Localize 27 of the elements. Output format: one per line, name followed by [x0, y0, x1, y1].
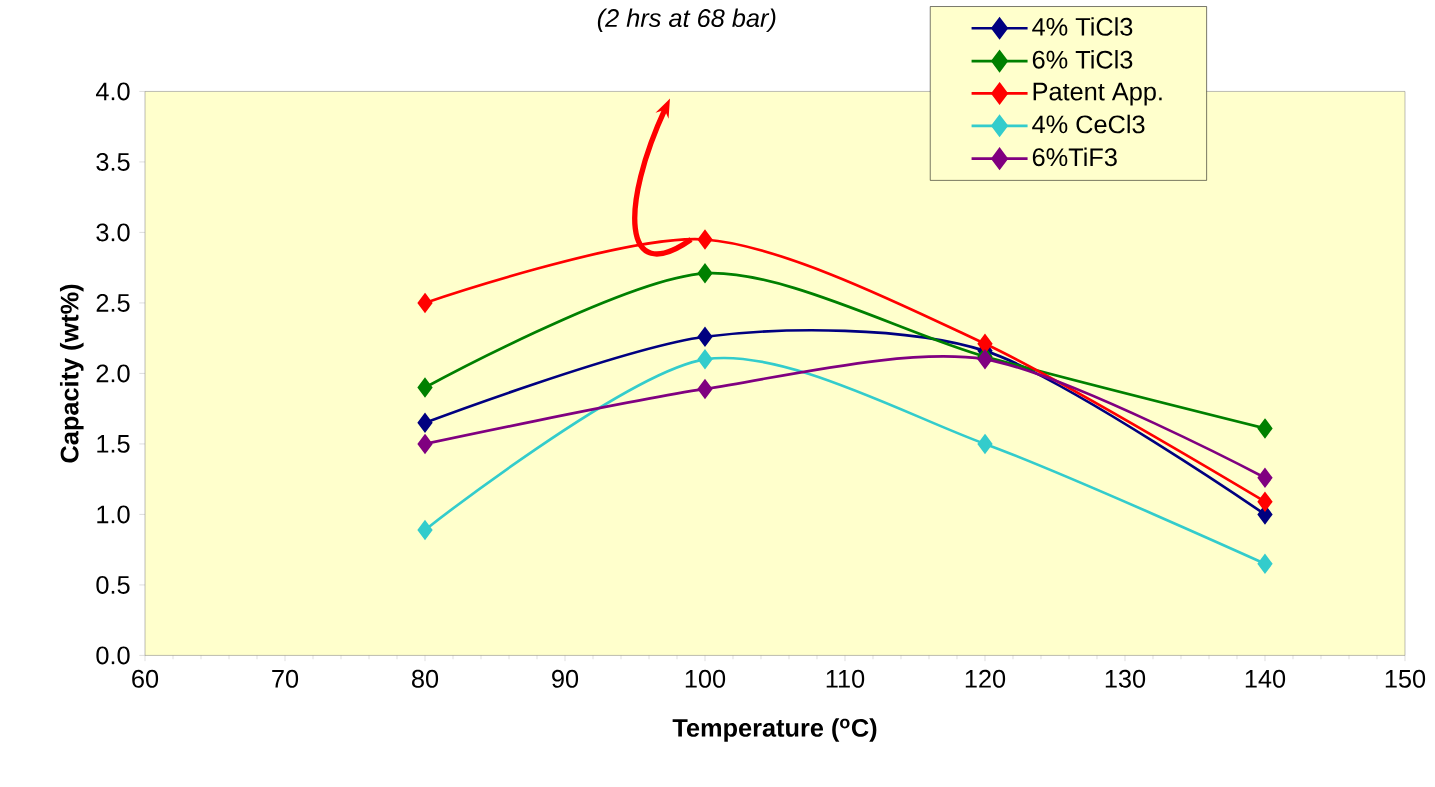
x-tick-label: 110: [826, 669, 865, 688]
x-axis-title: Temperature ($^{o}$C): [672, 718, 877, 742]
x-tick-label: 120: [965, 669, 1006, 688]
chart-title: (2 hrs at 68 bar): [597, 8, 776, 32]
x-tick-label: 130: [1105, 669, 1146, 688]
x-tick-label: 60: [132, 669, 159, 688]
y-tick-label: 1.0: [97, 505, 130, 524]
y-tick-label: 3.5: [96, 152, 130, 171]
y-tick-label: 2.0: [96, 364, 130, 383]
legend-label: 4% CeCl3: [1032, 114, 1145, 134]
x-tick-label: 90: [552, 669, 579, 688]
y-tick-label: 0.5: [96, 575, 130, 594]
y-tick-label: 3.0: [96, 223, 130, 242]
x-tick-label: 100: [685, 669, 726, 688]
y-tick-label: 2.5: [96, 293, 130, 312]
legend-label: Patent App.: [1033, 82, 1162, 106]
y-tick-label: 0.0: [96, 646, 130, 665]
x-tick-label: 150: [1385, 669, 1426, 688]
y-tick-label: 1.5: [97, 434, 130, 453]
y-axis-title: Capacity (wt%): [59, 284, 84, 463]
legend-label: 6%TiF3: [1032, 147, 1117, 166]
x-tick-label: 140: [1245, 669, 1286, 688]
x-tick-label: 70: [272, 669, 299, 688]
x-tick-label: 80: [412, 669, 439, 688]
y-tick-label: 4.0: [95, 82, 130, 101]
legend-label: 6% TiCl3: [1032, 49, 1133, 69]
legend-label: 4% TiCl3: [1032, 16, 1133, 36]
